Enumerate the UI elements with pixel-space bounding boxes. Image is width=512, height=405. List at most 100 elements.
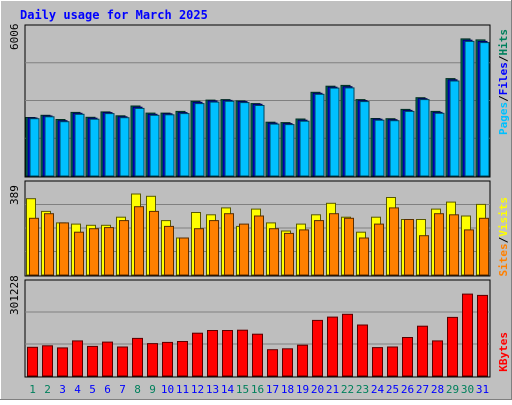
bar-pages-day-15 <box>239 102 250 177</box>
bar-pages-day-20 <box>314 93 325 177</box>
bar-sites-day-6 <box>104 227 114 276</box>
bar-pages-day-26 <box>404 110 415 177</box>
bar-pages-day-1 <box>29 118 40 177</box>
bar-kbytes-day-15 <box>237 329 248 377</box>
legend-kbytes: KBytes <box>497 332 510 372</box>
bar-pages-day-5 <box>89 118 100 177</box>
day-label-9: 9 <box>149 383 156 396</box>
bar-sites-day-9 <box>149 210 159 276</box>
day-label-19: 19 <box>296 383 309 396</box>
panel-top-legend: Pages/Files/Hits <box>497 29 510 135</box>
bar-sites-day-19 <box>299 229 309 276</box>
bar-sites-day-2 <box>44 213 54 276</box>
bar-kbytes-day-20 <box>312 319 323 377</box>
bar-pages-day-7 <box>119 117 130 177</box>
day-label-11: 11 <box>176 383 189 396</box>
bar-sites-day-3 <box>59 222 69 276</box>
bar-pages-day-11 <box>179 113 190 177</box>
bar-kbytes-day-24 <box>372 347 383 377</box>
bar-kbytes-day-29 <box>447 316 458 377</box>
bar-sites-day-24 <box>374 223 384 276</box>
day-label-28: 28 <box>431 383 444 396</box>
day-label-3: 3 <box>59 383 66 396</box>
bar-pages-day-30 <box>464 40 475 177</box>
bar-sites-day-8 <box>134 206 144 276</box>
bar-sites-day-11 <box>179 237 189 276</box>
bar-pages-day-29 <box>449 80 460 177</box>
bar-pages-day-17 <box>269 123 280 177</box>
bar-sites-day-23 <box>359 237 369 276</box>
day-label-31: 31 <box>476 383 489 396</box>
bar-kbytes-day-27 <box>417 325 428 377</box>
panel-middle-bars <box>26 193 489 276</box>
bar-kbytes-day-19 <box>297 344 308 377</box>
legend-sites: Sites <box>497 243 510 276</box>
bar-kbytes-day-16 <box>252 333 263 377</box>
bar-sites-day-28 <box>434 213 444 276</box>
day-label-7: 7 <box>119 383 126 396</box>
bar-sites-day-29 <box>449 214 459 276</box>
day-label-17: 17 <box>266 383 279 396</box>
bar-kbytes-day-7 <box>117 346 128 377</box>
bar-kbytes-day-18 <box>282 348 293 377</box>
bar-kbytes-day-4 <box>72 340 83 377</box>
day-label-18: 18 <box>281 383 294 396</box>
day-label-15: 15 <box>236 383 249 396</box>
bar-sites-day-17 <box>269 228 279 276</box>
day-label-10: 10 <box>161 383 174 396</box>
bar-pages-day-6 <box>104 113 115 177</box>
bar-kbytes-day-23 <box>357 324 368 377</box>
day-label-30: 30 <box>461 383 474 396</box>
bar-pages-day-3 <box>59 121 70 177</box>
bar-pages-day-13 <box>209 101 220 177</box>
bar-pages-day-10 <box>164 114 175 177</box>
day-label-6: 6 <box>104 383 111 396</box>
bar-kbytes-day-30 <box>462 293 473 377</box>
day-label-24: 24 <box>371 383 385 396</box>
bar-pages-day-14 <box>224 100 235 177</box>
bar-pages-day-9 <box>149 114 160 177</box>
bar-pages-day-16 <box>254 105 265 177</box>
bar-kbytes-day-9 <box>147 343 158 377</box>
bar-sites-day-12 <box>194 228 204 276</box>
bar-kbytes-day-17 <box>267 349 278 377</box>
bar-pages-day-25 <box>389 120 400 177</box>
bar-kbytes-day-13 <box>207 330 218 377</box>
day-label-16: 16 <box>251 383 264 396</box>
day-label-20: 20 <box>311 383 324 396</box>
bar-pages-day-19 <box>299 120 310 177</box>
day-label-27: 27 <box>416 383 429 396</box>
bar-sites-day-16 <box>254 215 264 276</box>
bar-sites-day-30 <box>464 229 474 276</box>
bar-sites-day-5 <box>89 228 99 276</box>
panel-top-max-label: 6006 <box>8 24 21 51</box>
day-label-23: 23 <box>356 383 369 396</box>
bar-sites-day-27 <box>419 235 429 276</box>
bar-sites-day-22 <box>344 217 354 276</box>
bar-kbytes-day-12 <box>192 332 203 377</box>
bar-pages-day-22 <box>344 87 355 177</box>
day-label-14: 14 <box>221 383 235 396</box>
day-label-21: 21 <box>326 383 339 396</box>
bar-sites-day-14 <box>224 213 234 276</box>
day-label-1: 1 <box>29 383 36 396</box>
panel-bottom-legend: KBytes <box>497 332 510 372</box>
bar-kbytes-day-10 <box>162 341 173 377</box>
bar-kbytes-day-5 <box>87 345 98 377</box>
day-label-12: 12 <box>191 383 204 396</box>
legend-sep-3: / <box>497 236 510 243</box>
panel-bottom-bars <box>27 293 488 377</box>
day-label-29: 29 <box>446 383 459 396</box>
bar-sites-day-21 <box>329 213 339 276</box>
bar-kbytes-day-2 <box>42 345 53 377</box>
bar-pages-day-23 <box>359 101 370 177</box>
legend-files: Files <box>497 62 510 95</box>
day-label-22: 22 <box>341 383 354 396</box>
legend-sep-2: / <box>497 55 510 62</box>
bar-kbytes-day-21 <box>327 316 338 377</box>
day-label-26: 26 <box>401 383 414 396</box>
x-axis-day-labels: 1 2 3 4 5 6 7 8 9 10 11 12 13 14 15 16 17 18 19 20 21 22 23 24 2… <box>29 383 489 396</box>
bar-pages-day-27 <box>419 99 430 177</box>
